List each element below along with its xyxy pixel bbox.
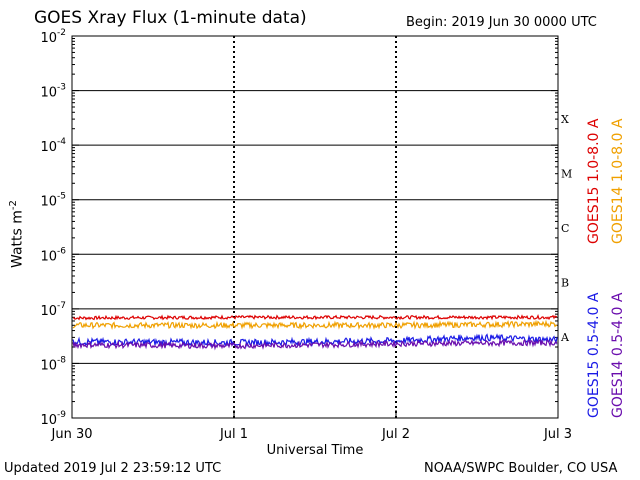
legend-goes14-short: GOES14 0.5-4.0 A bbox=[610, 292, 626, 418]
legend-goes15-long: GOES15 1.0-8.0 A bbox=[586, 118, 602, 244]
y-tick-label: 10-9 bbox=[40, 410, 66, 428]
series-line-1 bbox=[72, 313, 558, 321]
legend-goes14-long: GOES14 1.0-8.0 A bbox=[610, 118, 626, 244]
flare-class-M: M bbox=[561, 167, 572, 180]
y-tick-label: 10-8 bbox=[40, 355, 66, 373]
flare-class-B: B bbox=[561, 277, 569, 290]
x-axis-label: Universal Time bbox=[267, 443, 364, 458]
y-tick-label: 10-4 bbox=[40, 137, 66, 155]
legend-goes15-short: GOES15 0.5-4.0 A bbox=[586, 292, 602, 418]
credit-text: NOAA/SWPC Boulder, CO USA bbox=[424, 461, 618, 476]
chart-title: GOES Xray Flux (1-minute data) bbox=[34, 8, 307, 28]
x-tick-label: Jul 3 bbox=[543, 427, 572, 442]
x-tick-label: Jul 1 bbox=[219, 427, 248, 442]
x-tick-label: Jun 30 bbox=[51, 427, 93, 442]
y-tick-label: 10-6 bbox=[40, 246, 66, 264]
plot-frame bbox=[71, 35, 559, 419]
series-line-2 bbox=[72, 319, 558, 331]
flare-class-C: C bbox=[561, 222, 569, 235]
y-tick-label: 10-2 bbox=[40, 28, 66, 46]
series-line-3 bbox=[72, 333, 558, 348]
series-line-4 bbox=[72, 338, 558, 351]
y-tick-label: 10-5 bbox=[40, 192, 66, 210]
y-tick-label: 10-7 bbox=[40, 301, 66, 319]
flare-class-X: X bbox=[561, 113, 569, 126]
y-tick-label: 10-3 bbox=[40, 83, 66, 101]
y-axis-label: Watts m-2 bbox=[8, 200, 26, 268]
updated-timestamp: Updated 2019 Jul 2 23:59:12 UTC bbox=[4, 461, 222, 476]
x-tick-label: Jul 2 bbox=[381, 427, 410, 442]
flare-class-A: A bbox=[560, 331, 570, 344]
begin-time: Begin: 2019 Jun 30 0000 UTC bbox=[406, 15, 597, 30]
